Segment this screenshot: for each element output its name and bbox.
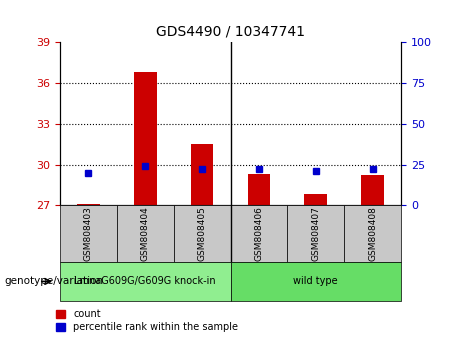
Title: GDS4490 / 10347741: GDS4490 / 10347741	[156, 24, 305, 39]
Text: GSM808408: GSM808408	[368, 206, 377, 261]
Bar	[304, 194, 327, 205]
Bar	[230, 262, 401, 301]
Bar	[60, 205, 117, 262]
Bar	[230, 205, 287, 262]
Bar	[287, 205, 344, 262]
Bar	[60, 262, 230, 301]
Text: genotype/variation: genotype/variation	[5, 276, 104, 286]
Text: wild type: wild type	[294, 276, 338, 286]
Text: LmnaG609G/G609G knock-in: LmnaG609G/G609G knock-in	[74, 276, 216, 286]
Bar	[134, 72, 157, 205]
Text: GSM808403: GSM808403	[84, 206, 93, 261]
Bar	[191, 144, 213, 205]
Text: GSM808407: GSM808407	[311, 206, 320, 261]
Bar	[344, 205, 401, 262]
Bar	[361, 176, 384, 205]
Bar	[117, 205, 174, 262]
Legend: count, percentile rank within the sample: count, percentile rank within the sample	[56, 309, 238, 332]
Bar	[248, 174, 270, 205]
Text: GSM808406: GSM808406	[254, 206, 263, 261]
Text: GSM808405: GSM808405	[198, 206, 207, 261]
Bar	[174, 205, 230, 262]
Text: GSM808404: GSM808404	[141, 206, 150, 261]
Bar	[77, 204, 100, 205]
